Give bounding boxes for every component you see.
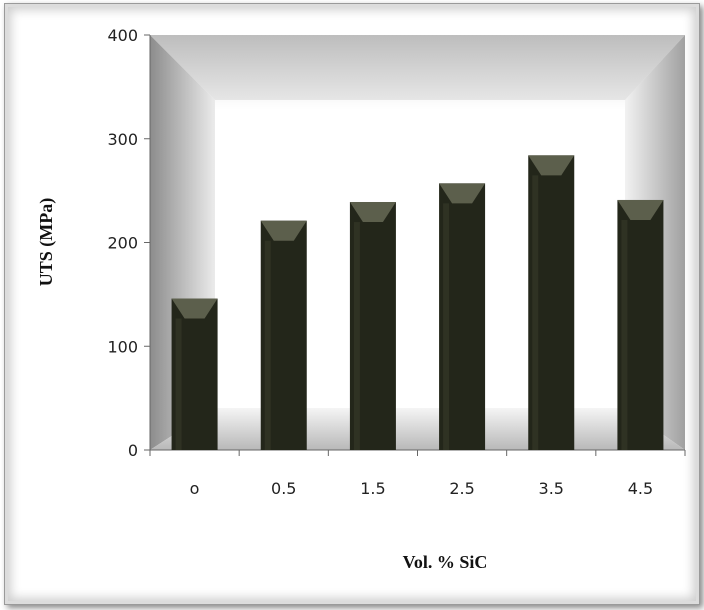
x-tick-label: 4.5 bbox=[628, 479, 653, 498]
bar-top-bevel bbox=[349, 202, 396, 223]
x-tick-label: 0.5 bbox=[271, 479, 296, 498]
bar-shine bbox=[621, 219, 628, 450]
bar-top-bevel bbox=[171, 298, 218, 319]
bar-shine bbox=[264, 240, 271, 450]
x-tick-label: 2.5 bbox=[449, 479, 474, 498]
y-axis-title: UTS (MPa) bbox=[36, 198, 57, 287]
bar-top-bevel bbox=[617, 199, 664, 220]
y-tick-label: 0 bbox=[128, 441, 138, 460]
bar bbox=[439, 183, 486, 451]
bar bbox=[260, 220, 307, 450]
x-axis-ticks: o 0.5 1.5 2.5 3.5 4.5 bbox=[149, 450, 686, 498]
plot-background bbox=[150, 35, 685, 450]
bar-shine bbox=[175, 318, 182, 450]
x-tick-label: 3.5 bbox=[539, 479, 564, 498]
bar-shine bbox=[443, 203, 450, 450]
bar bbox=[349, 202, 396, 450]
x-tick-label: 1.5 bbox=[360, 479, 385, 498]
bar-top-bevel bbox=[439, 183, 486, 204]
y-axis-ticks: 0 100 200 300 400 bbox=[107, 26, 150, 460]
y-tick-label: 100 bbox=[107, 337, 138, 356]
y-tick-label: 300 bbox=[107, 130, 138, 149]
y-tick-label: 200 bbox=[107, 234, 138, 253]
bar-shine bbox=[532, 175, 539, 450]
bar bbox=[171, 298, 218, 450]
bar-top-bevel bbox=[260, 220, 307, 241]
bar-top-bevel bbox=[528, 155, 575, 176]
bar bbox=[528, 155, 575, 450]
x-tick-label: o bbox=[190, 479, 200, 498]
bar-series bbox=[171, 155, 664, 451]
bar bbox=[617, 199, 664, 450]
x-axis-title: Vol. % SiC bbox=[403, 552, 488, 572]
y-tick-label: 400 bbox=[107, 26, 138, 45]
bar-shine bbox=[353, 222, 360, 450]
